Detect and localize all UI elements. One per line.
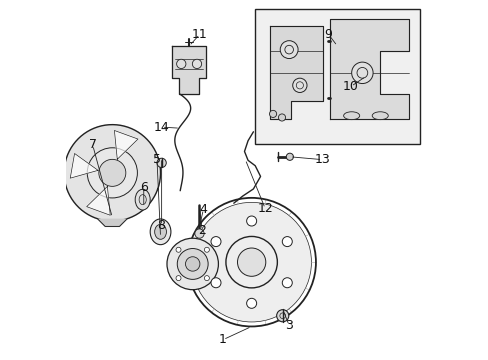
- Circle shape: [204, 247, 209, 252]
- Text: 3: 3: [285, 319, 292, 332]
- Circle shape: [211, 237, 221, 247]
- Ellipse shape: [371, 112, 387, 120]
- Circle shape: [246, 216, 256, 226]
- Circle shape: [194, 229, 203, 238]
- Circle shape: [192, 59, 201, 68]
- Polygon shape: [329, 19, 408, 119]
- Polygon shape: [70, 153, 98, 178]
- Text: 5: 5: [153, 153, 161, 166]
- Polygon shape: [64, 125, 160, 221]
- Circle shape: [237, 248, 265, 276]
- Ellipse shape: [343, 112, 359, 120]
- Circle shape: [166, 238, 218, 290]
- Ellipse shape: [135, 189, 150, 210]
- Text: 13: 13: [314, 153, 329, 166]
- Polygon shape: [98, 219, 126, 226]
- Text: 12: 12: [257, 202, 272, 215]
- Text: 1: 1: [219, 333, 226, 346]
- Circle shape: [99, 159, 125, 186]
- Circle shape: [276, 310, 288, 322]
- Circle shape: [176, 276, 181, 281]
- Circle shape: [191, 202, 311, 322]
- Circle shape: [278, 114, 285, 121]
- Circle shape: [87, 148, 137, 198]
- Circle shape: [176, 247, 181, 252]
- Text: 4: 4: [199, 203, 207, 216]
- Bar: [255, 9, 419, 144]
- Text: 2: 2: [198, 224, 206, 237]
- Circle shape: [282, 278, 292, 288]
- Ellipse shape: [154, 224, 166, 239]
- Polygon shape: [269, 26, 323, 119]
- Text: 7: 7: [88, 139, 97, 152]
- Polygon shape: [86, 186, 110, 215]
- Ellipse shape: [150, 219, 171, 245]
- Text: 8: 8: [157, 219, 165, 232]
- Text: 6: 6: [140, 181, 147, 194]
- Circle shape: [351, 62, 372, 84]
- Circle shape: [246, 298, 256, 308]
- Circle shape: [211, 278, 221, 288]
- Circle shape: [282, 237, 292, 247]
- Circle shape: [204, 276, 209, 281]
- Polygon shape: [172, 46, 206, 94]
- Text: 10: 10: [342, 80, 358, 93]
- Text: 11: 11: [192, 28, 207, 41]
- Circle shape: [292, 78, 306, 93]
- Text: 14: 14: [153, 121, 169, 134]
- Circle shape: [177, 248, 208, 279]
- Circle shape: [269, 111, 276, 117]
- Circle shape: [185, 257, 200, 271]
- Text: 9: 9: [324, 28, 332, 41]
- Circle shape: [285, 153, 293, 160]
- Circle shape: [176, 59, 185, 68]
- Circle shape: [280, 41, 298, 59]
- Circle shape: [157, 158, 166, 167]
- Polygon shape: [114, 130, 138, 159]
